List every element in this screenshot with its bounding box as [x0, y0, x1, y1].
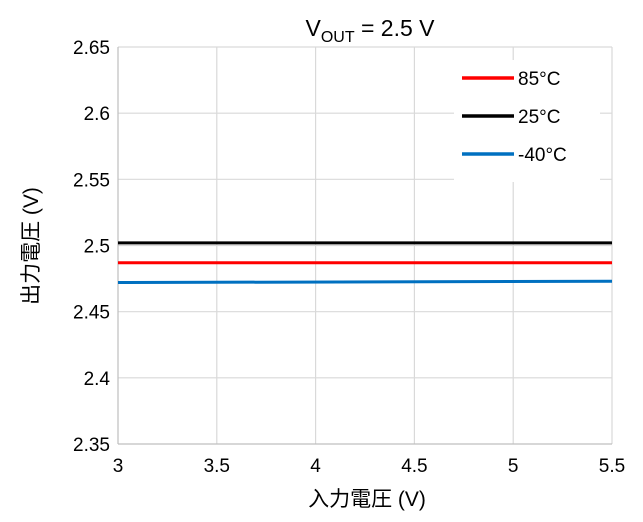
- y-tick-label: 2.45: [73, 303, 110, 324]
- legend-label: -40°C: [518, 145, 567, 166]
- y-tick-label: 2.6: [84, 104, 110, 125]
- chart-title-main: V: [305, 15, 321, 41]
- y-axis-label: 出力電圧 (V): [20, 187, 43, 305]
- x-tick-label: 5.5: [599, 456, 625, 477]
- x-tick-label: 3.5: [204, 456, 230, 477]
- x-tick-label: 4: [310, 456, 321, 477]
- chart-title: VOUT = 2.5 V: [305, 15, 435, 46]
- x-axis-label: 入力電圧 (V): [308, 488, 426, 511]
- y-tick-label: 2.65: [73, 38, 110, 59]
- y-tick-label: 2.4: [84, 369, 111, 390]
- legend-background: [454, 60, 600, 182]
- chart-title-subscript: OUT: [321, 29, 355, 46]
- x-tick-labels: 3 3.5 4 4.5 5 5.5: [113, 456, 626, 477]
- series-lines: [117, 241, 613, 285]
- y-tick-label: 2.55: [73, 170, 110, 191]
- axes: [117, 47, 612, 445]
- series-line: [117, 279, 613, 285]
- y-tick-label: 2.5: [84, 237, 110, 258]
- y-tick-label: 2.35: [73, 435, 110, 456]
- x-tick-label: 4.5: [401, 456, 427, 477]
- legend: 85°C 25°C -40°C: [462, 69, 567, 166]
- x-tick-label: 5: [508, 456, 519, 477]
- x-tick-label: 3: [113, 456, 124, 477]
- legend-label: 25°C: [518, 107, 560, 128]
- legend-label: 85°C: [518, 69, 560, 90]
- y-tick-labels: 2.35 2.4 2.45 2.5 2.55 2.6 2.65: [73, 38, 110, 456]
- chart-title-rest: = 2.5 V: [355, 15, 436, 41]
